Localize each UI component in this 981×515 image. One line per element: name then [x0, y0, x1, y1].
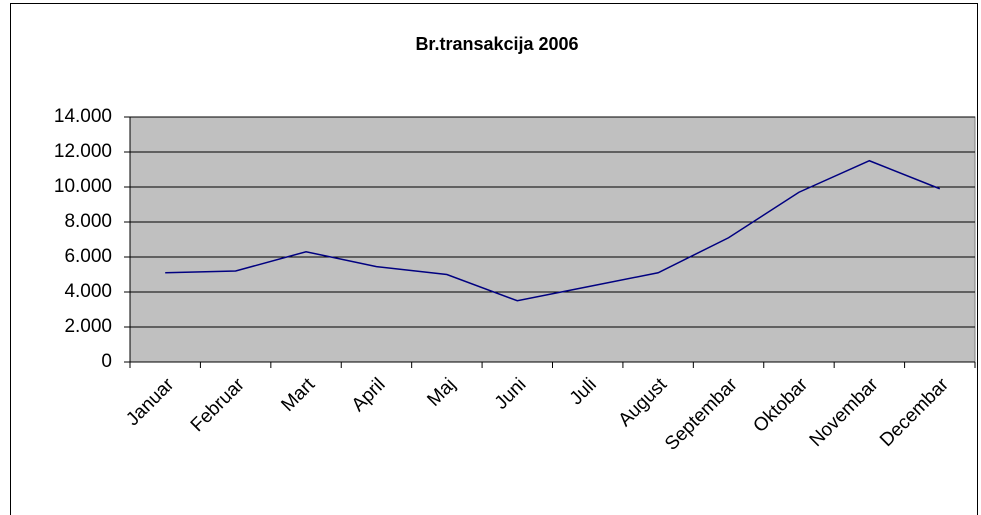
y-tick-label: 6.000 — [64, 246, 112, 267]
chart-title: Br.transakcija 2006 — [415, 34, 578, 54]
y-tick-label: 8.000 — [64, 211, 112, 232]
y-tick-label: 14.000 — [54, 106, 112, 127]
plot-area — [129, 116, 976, 363]
y-tick-label: 2.000 — [64, 316, 112, 337]
y-tick-label: 0 — [101, 351, 112, 372]
y-tick-label: 12.000 — [54, 141, 112, 162]
y-tick-label: 10.000 — [54, 176, 112, 197]
y-tick-label: 4.000 — [64, 281, 112, 302]
line-series — [165, 159, 941, 302]
